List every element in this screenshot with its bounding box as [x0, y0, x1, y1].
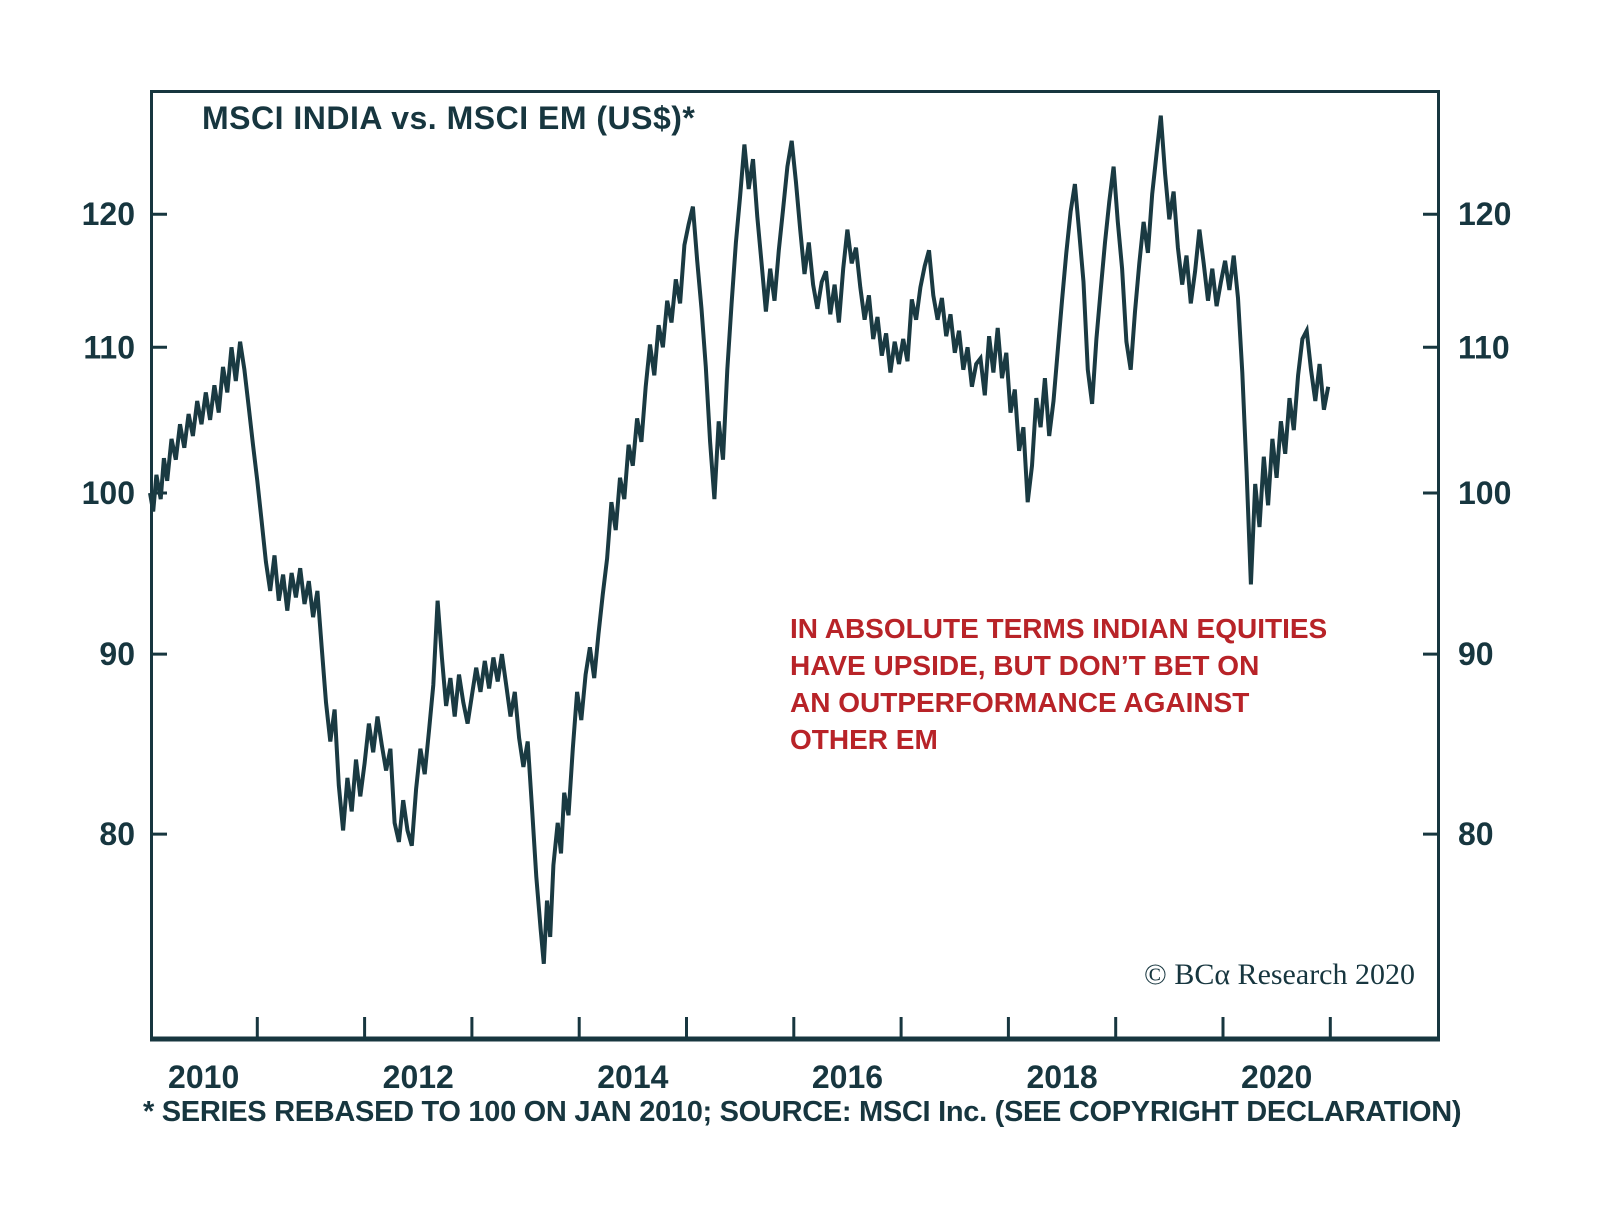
y-tick-label-right: 120: [1458, 196, 1511, 232]
annotation-line: AN OUTPERFORMANCE AGAINST: [790, 687, 1250, 718]
chart-title: MSCI INDIA vs. MSCI EM (US$)*: [202, 100, 696, 136]
plot-frame: [150, 90, 1440, 1041]
copyright-notice: © BCα Research 2020: [1144, 958, 1415, 991]
x-tick-label: 2012: [383, 1059, 454, 1095]
y-tick-label-left: 100: [82, 475, 135, 511]
x-tick-label: 2016: [812, 1059, 883, 1095]
x-tick-label: 2014: [597, 1059, 668, 1095]
annotation-line: IN ABSOLUTE TERMS INDIAN EQUITIES: [790, 613, 1328, 644]
y-tick-label-right: 90: [1458, 636, 1494, 672]
x-tick-label: 2018: [1026, 1059, 1097, 1095]
ratio-line: [148, 115, 1331, 964]
y-tick-label-right: 100: [1458, 475, 1511, 511]
annotation-line: HAVE UPSIDE, BUT DON’T BET ON: [790, 650, 1260, 681]
y-tick-label-left: 120: [82, 196, 135, 232]
y-tick-label-left: 110: [83, 329, 135, 365]
y-tick-label-left: 80: [99, 816, 135, 852]
y-tick-label-left: 90: [99, 636, 135, 672]
source-footnote: * SERIES REBASED TO 100 ON JAN 2010; SOU…: [143, 1096, 1462, 1128]
x-tick-label: 2010: [168, 1059, 239, 1095]
annotation-text-block: IN ABSOLUTE TERMS INDIAN EQUITIES HAVE U…: [790, 610, 1327, 758]
y-tick-label-right: 110: [1458, 329, 1510, 365]
y-tick-label-right: 80: [1458, 816, 1494, 852]
x-tick-label: 2020: [1241, 1059, 1312, 1095]
annotation-line: OTHER EM: [790, 724, 938, 755]
